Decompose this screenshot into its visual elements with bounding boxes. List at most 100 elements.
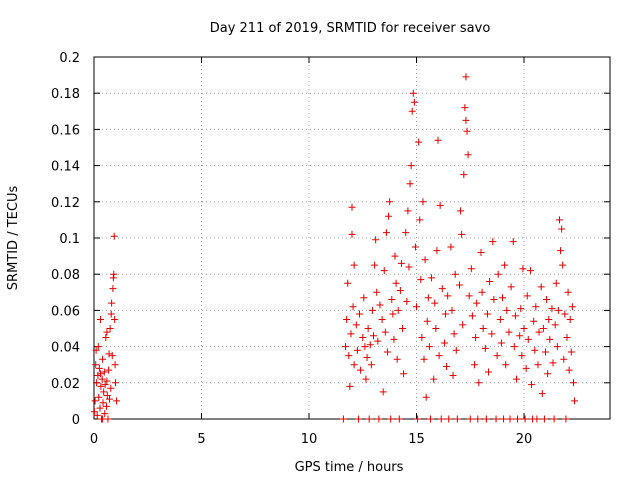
- data-point: [464, 151, 472, 159]
- data-point: [353, 346, 361, 354]
- data-point: [486, 277, 494, 285]
- y-tick-labels: 0 0.02 0.04 0.06 0.08 0.1 0.12 0.14 0.16 0.18 0.2: [51, 51, 80, 428]
- data-point: [479, 325, 487, 332]
- data-point: [100, 368, 108, 376]
- data-point: [499, 294, 506, 302]
- data-point: [339, 415, 347, 423]
- y-tick-label: 0.08: [51, 268, 80, 283]
- data-point: [381, 328, 389, 336]
- data-point: [100, 388, 108, 396]
- data-point: [94, 343, 102, 351]
- data-point: [359, 334, 367, 342]
- data-point: [400, 370, 408, 378]
- data-point: [435, 352, 443, 360]
- data-point: [105, 366, 113, 374]
- data-point: [543, 296, 551, 304]
- data-point: [386, 198, 394, 206]
- x-tick-label: 5: [197, 432, 205, 447]
- x-tick-label: 10: [301, 432, 318, 447]
- data-point: [405, 263, 413, 271]
- data-point: [91, 397, 99, 405]
- data-point: [473, 299, 481, 307]
- data-point: [565, 366, 573, 374]
- data-point: [542, 348, 549, 356]
- data-point: [481, 344, 489, 352]
- data-point: [472, 334, 480, 342]
- data-point: [423, 317, 431, 325]
- data-point: [560, 355, 568, 363]
- y-tick-label: 0.2: [59, 51, 80, 66]
- data-points: [90, 73, 579, 423]
- data-point: [112, 379, 119, 387]
- data-point: [393, 355, 401, 363]
- data-point: [365, 415, 373, 423]
- data-point: [109, 285, 117, 293]
- data-point: [564, 288, 572, 296]
- data-point: [379, 388, 387, 396]
- data-point: [459, 321, 467, 329]
- data-point: [462, 73, 470, 81]
- data-point: [417, 276, 425, 284]
- data-point: [96, 315, 104, 323]
- data-point: [357, 366, 365, 374]
- data-point: [463, 127, 471, 135]
- data-point: [567, 348, 575, 356]
- data-point: [440, 339, 448, 347]
- data-point: [566, 315, 574, 323]
- data-point: [420, 355, 428, 363]
- data-point: [416, 216, 424, 224]
- data-point: [483, 310, 491, 318]
- data-point: [531, 346, 539, 354]
- data-point: [558, 225, 566, 233]
- data-point: [501, 261, 509, 269]
- data-point: [110, 270, 118, 278]
- data-point: [106, 325, 114, 332]
- data-point: [460, 171, 468, 179]
- data-point: [488, 330, 496, 338]
- data-point: [492, 415, 500, 423]
- data-point: [505, 328, 513, 336]
- data-point: [436, 201, 444, 209]
- data-point: [371, 261, 379, 269]
- data-point: [414, 415, 422, 423]
- y-tick-label: 0.06: [51, 304, 80, 319]
- y-tick-label: 0.12: [51, 196, 80, 211]
- y-axis-label: SRMTID / TECUs: [6, 186, 21, 291]
- data-point: [530, 317, 538, 325]
- data-point: [404, 207, 412, 215]
- data-point: [113, 397, 121, 405]
- data-point: [533, 415, 541, 423]
- data-point: [413, 303, 420, 311]
- data-point: [421, 256, 429, 264]
- data-point: [347, 330, 355, 338]
- data-point: [370, 332, 377, 340]
- data-point: [96, 404, 104, 412]
- data-point: [569, 379, 577, 387]
- data-point: [540, 415, 548, 423]
- data-point: [519, 265, 527, 273]
- data-point: [489, 238, 497, 246]
- data-point: [466, 415, 474, 423]
- data-point: [105, 350, 113, 358]
- data-point: [431, 299, 439, 307]
- data-point: [367, 361, 375, 369]
- data-point: [372, 236, 380, 244]
- data-point: [101, 410, 109, 418]
- data-point: [402, 229, 410, 237]
- data-point: [108, 299, 116, 307]
- data-point: [373, 288, 381, 296]
- data-point: [428, 274, 436, 282]
- data-point: [394, 306, 402, 314]
- data-point: [391, 252, 399, 260]
- data-point: [92, 346, 100, 354]
- data-point: [375, 415, 383, 423]
- data-point: [506, 415, 514, 423]
- data-point: [485, 368, 493, 376]
- data-point: [395, 415, 403, 423]
- data-point: [396, 286, 404, 294]
- data-point: [438, 285, 446, 293]
- data-point: [378, 315, 386, 323]
- data-point: [571, 397, 579, 405]
- data-point: [361, 343, 369, 351]
- data-point: [465, 292, 473, 300]
